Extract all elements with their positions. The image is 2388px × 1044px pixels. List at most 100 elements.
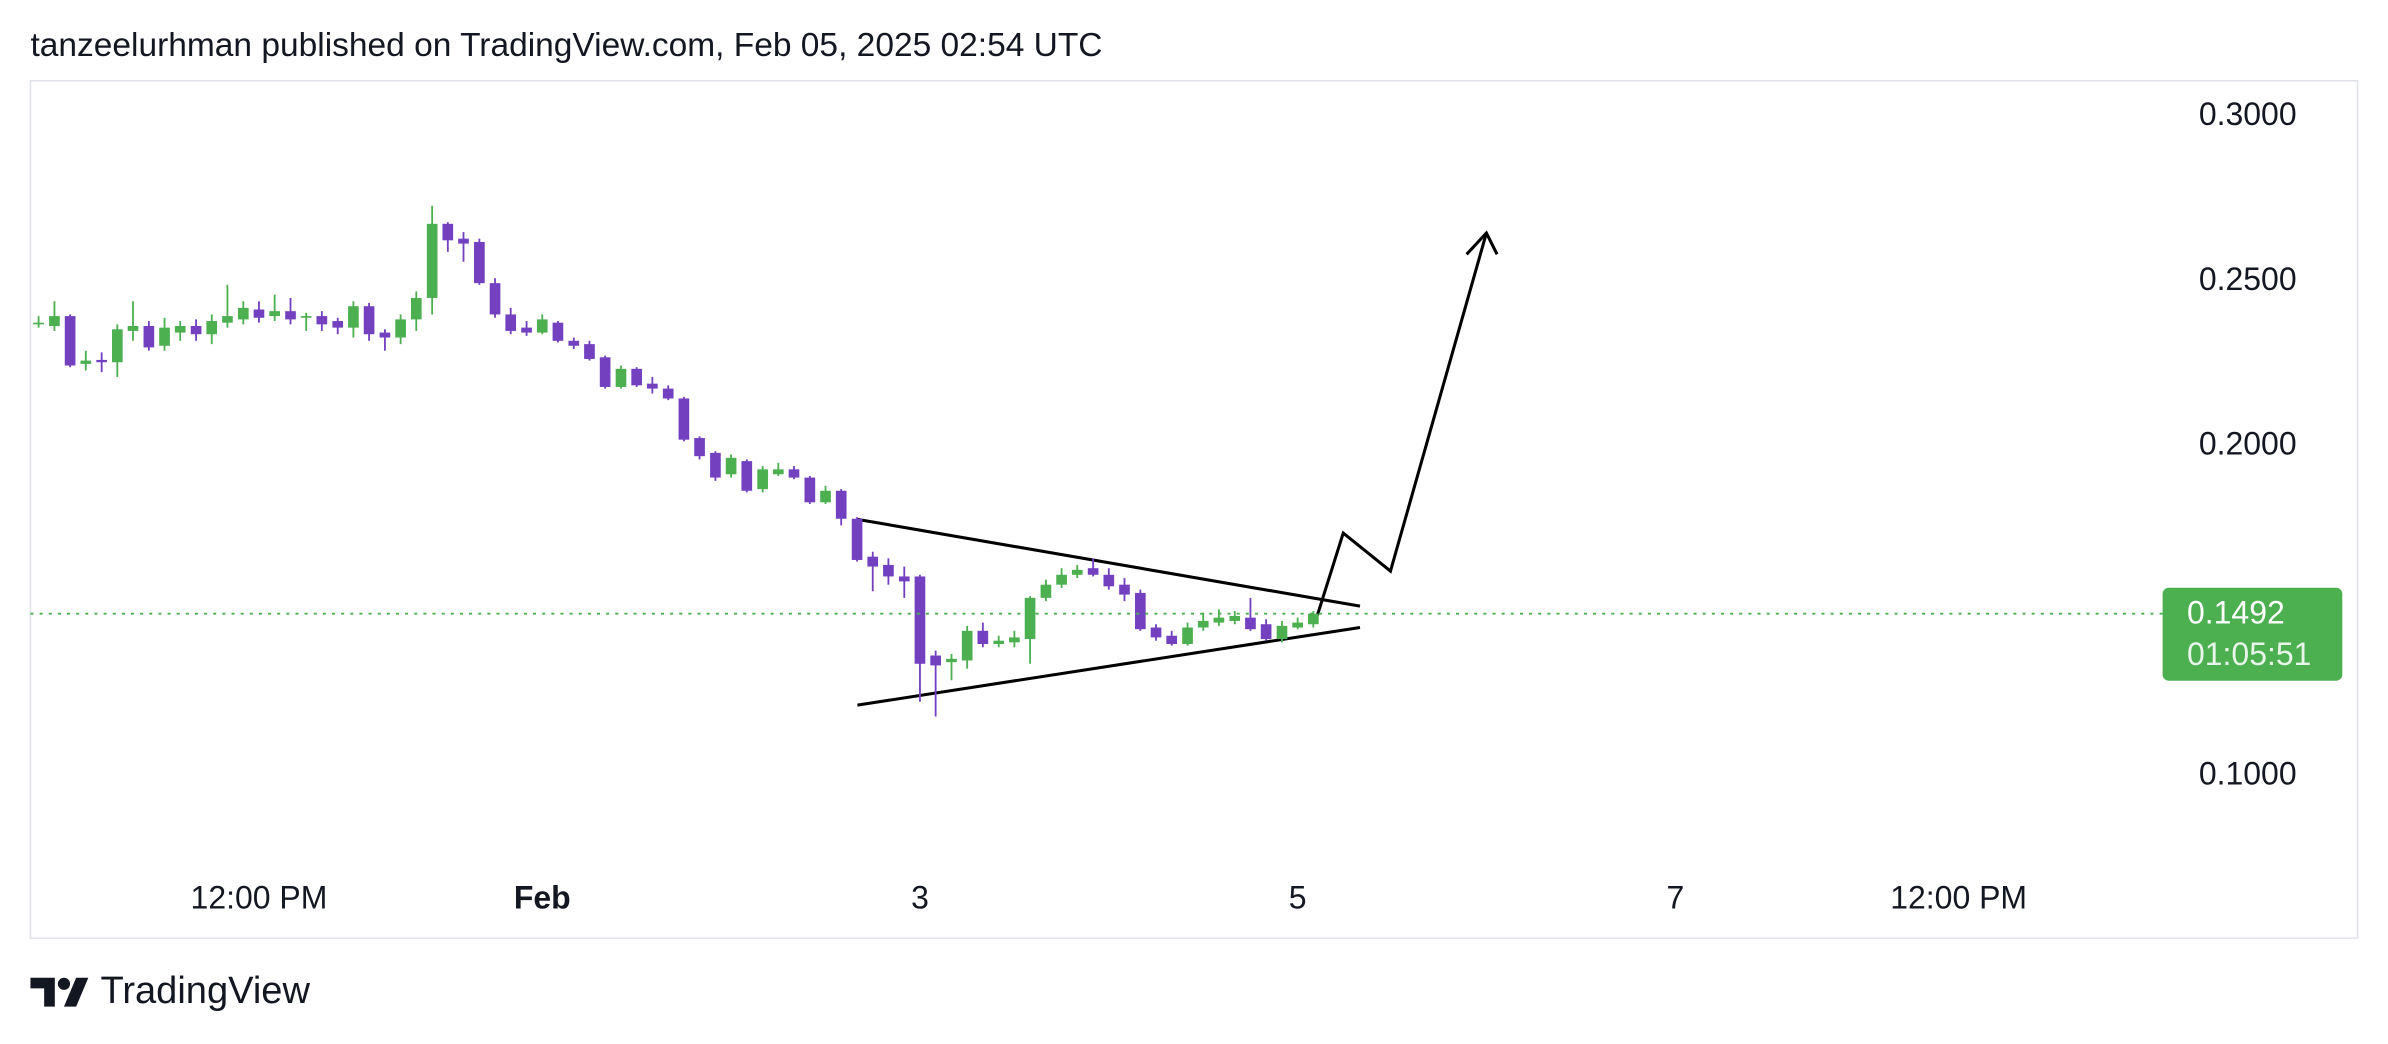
candle-body [363, 306, 375, 335]
candle-body [379, 332, 391, 338]
x-tick-label: 12:00 PM [191, 880, 328, 916]
candle-body [426, 223, 438, 298]
candle-body [300, 316, 312, 318]
candle-body [694, 438, 705, 457]
candle-body [961, 630, 973, 661]
candle-body [898, 576, 910, 582]
countdown-label: 01:05:51 [2187, 636, 2311, 672]
candle-body [804, 477, 816, 503]
y-tick-label: 0.2500 [2199, 261, 2297, 297]
candle-body [1197, 620, 1209, 628]
trend-line [857, 625, 1361, 707]
header: tanzeelurhman published on TradingView.c… [30, 27, 1102, 64]
x-tick-label: 12:00 PM [1890, 880, 2027, 916]
candle-body [253, 309, 265, 318]
candle-body [190, 325, 202, 335]
candle-body [993, 640, 1005, 644]
candle-body [977, 630, 989, 644]
candle-body [883, 564, 894, 577]
x-tick-label: 7 [1666, 880, 1684, 916]
candle-body [1245, 617, 1256, 630]
candle-body [269, 311, 280, 317]
x-tick-label: Feb [514, 880, 571, 916]
candle-body [1229, 615, 1241, 621]
candle-body [631, 368, 643, 386]
logo-mark [30, 977, 55, 1007]
price-badge [2162, 587, 2343, 681]
y-tick-label: 0.3000 [2199, 96, 2297, 132]
candle-body [788, 469, 800, 478]
candle-body [599, 357, 611, 387]
candle-body [930, 655, 941, 666]
candle-body [474, 241, 485, 284]
candle-body [835, 490, 847, 519]
candle-body [568, 340, 580, 346]
candle-body [678, 398, 690, 440]
logo-mark [57, 977, 71, 990]
candle-body [1182, 627, 1193, 644]
drawings [857, 230, 1499, 707]
x-tick-label: 3 [911, 880, 929, 916]
candle-body [1071, 569, 1083, 575]
candles [33, 205, 1319, 717]
trend-line [857, 517, 1361, 608]
candle-body [80, 360, 92, 364]
candle-body [1040, 584, 1052, 598]
candle-body [1213, 617, 1225, 623]
candle-body [1135, 592, 1146, 630]
arrow-head [1465, 230, 1499, 256]
candle-body [1292, 622, 1303, 628]
y-tick-label: 0.1000 [2199, 755, 2297, 791]
candle-body [442, 223, 454, 241]
candle-body [1150, 627, 1162, 638]
candle-body [348, 306, 359, 328]
logo-mark [63, 977, 89, 1007]
candle-body [206, 321, 218, 335]
candle-body [725, 457, 737, 475]
candle-body [33, 322, 44, 325]
candle-body [521, 327, 532, 333]
candle-body [112, 329, 123, 363]
candle-body [1103, 574, 1115, 587]
brand-logo [30, 977, 89, 1007]
candle-body [536, 319, 548, 333]
candle-body [1024, 597, 1036, 640]
candle-body [1087, 568, 1099, 575]
candle-body [143, 325, 155, 348]
candle-body [741, 461, 753, 491]
candle-body [316, 316, 328, 325]
candle-body [49, 316, 60, 326]
candle-body [332, 321, 344, 328]
candle-body [505, 314, 517, 331]
candle-body [174, 325, 186, 333]
candle-body [1276, 625, 1288, 640]
candle-body [820, 490, 831, 503]
candle-body [757, 469, 768, 490]
candle-body [237, 307, 249, 320]
candle-body [1009, 637, 1020, 643]
candle-body [851, 518, 863, 560]
candle-body [584, 344, 595, 359]
last-price-label: 0.1492 [2187, 595, 2285, 631]
arrow-path [1315, 232, 1488, 616]
candle-body [127, 325, 139, 331]
candle-body [1056, 574, 1067, 585]
candle-body [946, 658, 957, 663]
chart-frame [29, 79, 2359, 939]
candle-body [96, 359, 107, 363]
candle-body [222, 316, 233, 323]
candle-body [1119, 584, 1130, 595]
brand: TradingView [101, 970, 311, 1012]
candle-body [285, 311, 296, 320]
candle-body [662, 388, 674, 399]
candle-body [395, 319, 406, 338]
candle-body [64, 316, 76, 366]
candle-body [772, 469, 784, 475]
candle-body [710, 452, 721, 478]
candle-body [647, 383, 658, 389]
x-tick-label: 5 [1289, 880, 1307, 916]
candle-body [615, 368, 627, 387]
candle-body [458, 238, 469, 244]
